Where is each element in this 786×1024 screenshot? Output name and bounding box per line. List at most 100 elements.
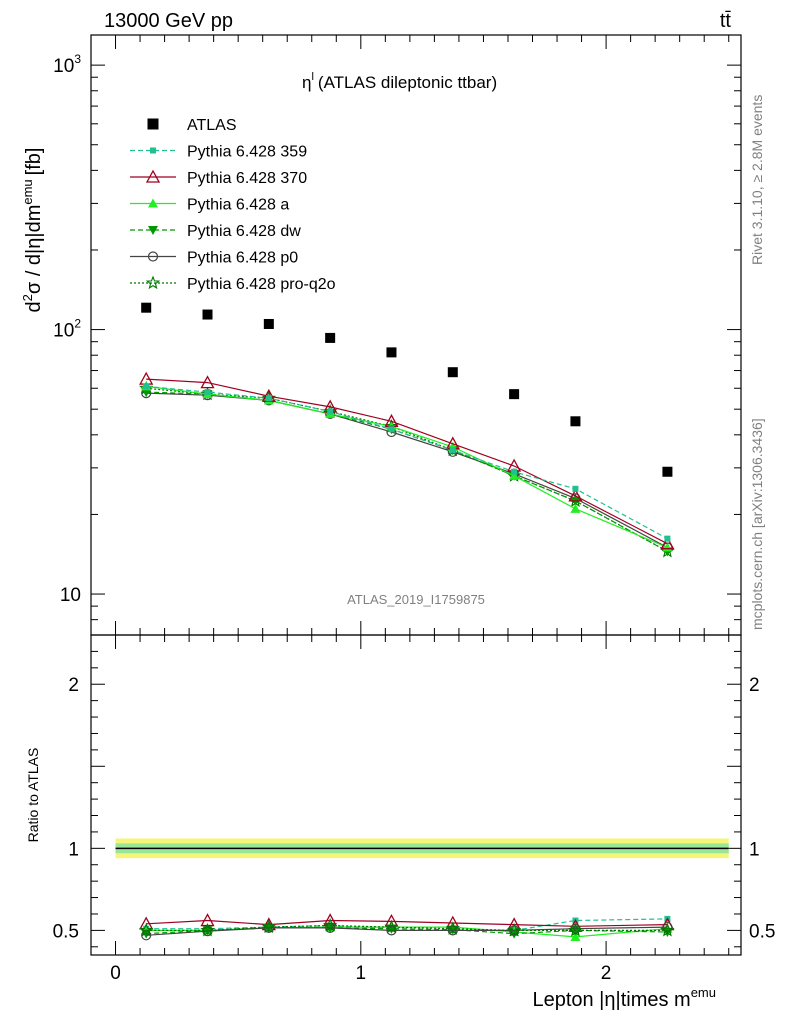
data-point bbox=[325, 332, 336, 343]
ratio-point bbox=[141, 930, 152, 941]
data-point bbox=[660, 536, 675, 550]
legend-entry: Pythia 6.428 p0 bbox=[130, 250, 298, 267]
ratio-point bbox=[323, 917, 338, 932]
main-plot-series bbox=[139, 302, 675, 558]
legend-marker bbox=[145, 275, 161, 290]
ratio-line bbox=[146, 918, 668, 931]
data-point bbox=[662, 466, 673, 477]
ratio-point bbox=[325, 922, 336, 934]
x-tick-label: 0 bbox=[110, 963, 121, 984]
process-label: tt̄ bbox=[720, 10, 732, 32]
series-line bbox=[146, 385, 668, 549]
ratio-line bbox=[146, 919, 668, 927]
series-pythia-6-428-359 bbox=[143, 383, 671, 542]
data-point bbox=[568, 488, 583, 502]
legend-marker bbox=[147, 118, 159, 130]
legend-label: Pythia 6.428 p0 bbox=[187, 250, 298, 267]
data-point bbox=[200, 375, 215, 389]
series-pythia-6-428-pro-q2o bbox=[139, 380, 675, 558]
legend: ATLAS Pythia 6.428 359 Pythia 6.428 370 Pyt… bbox=[130, 117, 336, 293]
legend-label: Pythia 6.428 pro-q2o bbox=[187, 276, 336, 293]
legend-entry: Pythia 6.428 a bbox=[130, 197, 289, 214]
series-pythia-6-428-dw bbox=[141, 388, 673, 557]
legend-marker bbox=[148, 226, 158, 235]
ratio-point bbox=[570, 931, 581, 941]
legend-marker bbox=[150, 147, 156, 154]
series-line bbox=[146, 385, 668, 540]
ratio-axis-ticks: 0.5 0.5 1 1 2 2 0 1 2 bbox=[53, 635, 775, 984]
ratio-point bbox=[662, 922, 673, 933]
data-point bbox=[386, 347, 397, 358]
ratio-y-tick-label-right: 2 bbox=[749, 675, 760, 696]
data-point bbox=[449, 447, 456, 454]
series-pythia-6-428-a bbox=[141, 381, 673, 552]
x-axis-label: Lepton |η|times memu bbox=[532, 985, 716, 1011]
data-point bbox=[143, 383, 150, 390]
ratio-plot-series bbox=[139, 913, 675, 941]
data-point bbox=[511, 468, 518, 475]
ratio-point bbox=[263, 922, 274, 934]
data-point bbox=[570, 503, 581, 513]
legend-marker bbox=[148, 198, 158, 208]
data-point bbox=[570, 416, 581, 427]
legend-label: ATLAS bbox=[187, 117, 237, 134]
series-line bbox=[146, 392, 668, 549]
ratio-point bbox=[200, 922, 215, 937]
main-axis-ticks: 10 102 103 bbox=[53, 35, 741, 636]
data-point bbox=[572, 485, 579, 492]
ratio-point bbox=[660, 922, 675, 937]
y-tick-label: 103 bbox=[53, 52, 81, 77]
ratio-series-pythia-6-428-a bbox=[141, 922, 673, 941]
ratio-y-tick-label-right: 0.5 bbox=[749, 921, 775, 942]
series-line bbox=[146, 391, 668, 552]
main-plot-title: ηl (ATLAS dileptonic ttbar) bbox=[302, 71, 497, 92]
ratio-y-tick-label-left: 1 bbox=[68, 839, 79, 860]
legend-entry: ATLAS bbox=[147, 117, 237, 134]
rivet-version-label: Rivet 3.1.10, ≥ 2.8M events bbox=[749, 95, 765, 265]
data-point bbox=[263, 318, 274, 329]
data-point bbox=[265, 395, 272, 402]
legend-entry: Pythia 6.428 359 bbox=[130, 144, 307, 161]
data-point bbox=[141, 302, 152, 313]
ratio-point bbox=[506, 922, 522, 937]
data-point bbox=[664, 535, 671, 542]
ratio-series-pythia-6-428-pro-q2o bbox=[139, 917, 675, 937]
ratio-y-tick-label-left: 0.5 bbox=[53, 921, 79, 942]
ratio-series-pythia-6-428-p0 bbox=[141, 922, 673, 941]
legend-label: Pythia 6.428 370 bbox=[187, 170, 307, 187]
x-tick-label: 2 bbox=[601, 963, 612, 984]
ratio-plot-frame bbox=[90, 634, 742, 956]
ratio-point bbox=[139, 922, 154, 937]
y-tick-label: 102 bbox=[53, 317, 81, 342]
ratio-point bbox=[447, 925, 458, 936]
data-point bbox=[327, 408, 334, 415]
data-point bbox=[509, 470, 520, 480]
ratio-y-axis-label: Ratio to ATLAS bbox=[25, 748, 41, 843]
ratio-point bbox=[568, 922, 583, 937]
ratio-line bbox=[146, 926, 668, 936]
legend-label: Pythia 6.428 a bbox=[187, 197, 289, 214]
ratio-uncertainty-band bbox=[115, 838, 729, 859]
legend-marker bbox=[147, 251, 159, 262]
data-point bbox=[202, 309, 213, 320]
data-point bbox=[509, 389, 520, 400]
data-point bbox=[204, 389, 211, 396]
legend-entry: Pythia 6.428 pro-q2o bbox=[130, 275, 336, 293]
x-tick-label: 1 bbox=[356, 963, 367, 984]
ratio-point bbox=[386, 925, 397, 936]
data-point bbox=[141, 388, 152, 398]
series-line bbox=[146, 378, 668, 545]
legend-entry: Pythia 6.428 dw bbox=[130, 223, 301, 240]
legend-marker bbox=[145, 169, 161, 183]
y-tick-label: 10 bbox=[60, 585, 81, 606]
ratio-point bbox=[261, 919, 276, 934]
data-point bbox=[388, 426, 395, 433]
ratio-point bbox=[384, 919, 399, 934]
series-atlas bbox=[141, 302, 673, 477]
ratio-line bbox=[146, 924, 668, 931]
ratio-y-tick-label-left: 2 bbox=[68, 675, 79, 696]
ratio-point bbox=[445, 921, 460, 935]
legend-label: Pythia 6.428 dw bbox=[187, 223, 301, 240]
series-line bbox=[146, 387, 668, 552]
